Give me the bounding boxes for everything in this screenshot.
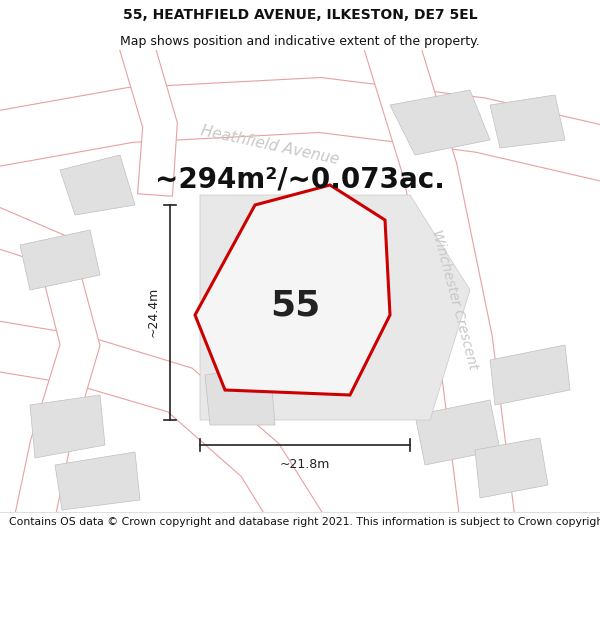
Text: 55, HEATHFIELD AVENUE, ILKESTON, DE7 5EL: 55, HEATHFIELD AVENUE, ILKESTON, DE7 5EL <box>122 8 478 22</box>
Text: ~294m²/~0.073ac.: ~294m²/~0.073ac. <box>155 166 445 194</box>
Polygon shape <box>0 78 600 182</box>
Polygon shape <box>364 32 517 543</box>
Polygon shape <box>118 35 178 196</box>
Polygon shape <box>60 155 135 215</box>
Polygon shape <box>0 321 331 553</box>
Polygon shape <box>490 95 565 148</box>
Polygon shape <box>490 345 570 405</box>
Text: Map shows position and indicative extent of the property.: Map shows position and indicative extent… <box>120 34 480 48</box>
Polygon shape <box>390 90 490 155</box>
Polygon shape <box>200 195 470 420</box>
Polygon shape <box>415 400 500 465</box>
Text: ~24.4m: ~24.4m <box>146 287 160 337</box>
Text: Winchester Crescent: Winchester Crescent <box>430 229 481 371</box>
Polygon shape <box>20 230 100 290</box>
Polygon shape <box>475 438 548 498</box>
Polygon shape <box>55 452 140 510</box>
Polygon shape <box>195 185 390 395</box>
Polygon shape <box>30 395 105 458</box>
Polygon shape <box>205 365 275 425</box>
Text: Heathfield Avenue: Heathfield Avenue <box>199 123 341 167</box>
Text: Contains OS data © Crown copyright and database right 2021. This information is : Contains OS data © Crown copyright and d… <box>9 516 600 526</box>
Text: ~21.8m: ~21.8m <box>280 459 330 471</box>
Text: 55: 55 <box>270 288 320 322</box>
Polygon shape <box>0 206 100 544</box>
